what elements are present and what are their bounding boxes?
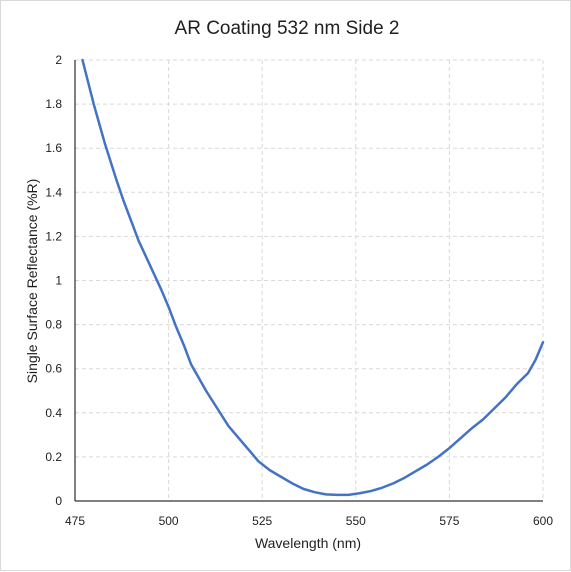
chart-title: AR Coating 532 nm Side 2 <box>175 18 400 39</box>
series-layer <box>81 58 545 497</box>
y-tick-label: 1.8 <box>45 97 62 111</box>
y-tick-label: 0 <box>55 494 62 508</box>
y-tick-label: 1.4 <box>45 185 62 199</box>
x-tick-labels: 475 500 525 550 575 600 <box>65 514 553 528</box>
x-tick-label: 550 <box>346 514 366 528</box>
y-tick-label: 0.8 <box>45 318 62 332</box>
y-tick-label: 1 <box>55 274 62 288</box>
y-tick-label: 0.2 <box>45 450 62 464</box>
x-axis-label: Wavelength (nm) <box>255 535 361 551</box>
x-tick-label: 500 <box>159 514 179 528</box>
reflectance-series-line <box>81 58 545 497</box>
y-tick-labels: 0 0.2 0.4 0.6 0.8 1 1.2 1.4 1.6 1.8 2 <box>45 53 62 508</box>
axes <box>74 60 543 502</box>
grid-lines <box>75 59 544 501</box>
y-tick-label: 0.6 <box>45 362 62 376</box>
y-tick-label: 2 <box>55 53 62 67</box>
y-tick-label: 1.6 <box>45 141 62 155</box>
y-tick-label: 0.4 <box>45 406 62 420</box>
x-tick-label: 525 <box>252 514 272 528</box>
y-tick-label: 1.2 <box>45 229 62 243</box>
y-axis-label: Single Surface Reflectance (%R) <box>24 179 40 384</box>
x-tick-label: 475 <box>65 514 85 528</box>
x-tick-label: 575 <box>439 514 459 528</box>
x-tick-label: 600 <box>533 514 553 528</box>
